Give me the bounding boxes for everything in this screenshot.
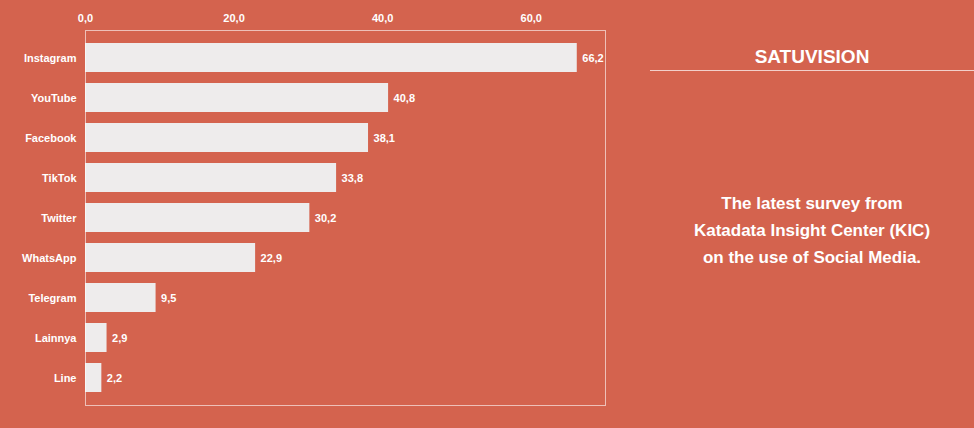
svg-text:40,0: 40,0 — [372, 12, 393, 24]
svg-text:66,2: 66,2 — [582, 52, 603, 64]
svg-text:Telegram: Telegram — [28, 292, 76, 304]
svg-text:Facebook: Facebook — [25, 132, 77, 144]
svg-text:YouTube: YouTube — [31, 92, 76, 104]
svg-text:22,9: 22,9 — [261, 252, 282, 264]
svg-text:9,5: 9,5 — [161, 292, 176, 304]
svg-text:40,8: 40,8 — [394, 92, 415, 104]
svg-text:WhatsApp: WhatsApp — [22, 252, 77, 264]
svg-text:TikTok: TikTok — [42, 172, 77, 184]
svg-text:Twitter: Twitter — [41, 212, 77, 224]
html-text:SATUVISION: SATUVISION — [754, 46, 870, 67]
svg-text:Line: Line — [54, 372, 77, 384]
svg-text:33,8: 33,8 — [342, 172, 363, 184]
svg-text:30,2: 30,2 — [315, 212, 336, 224]
svg-text:20,0: 20,0 — [223, 12, 244, 24]
svg-text:38,1: 38,1 — [374, 132, 395, 144]
html-text:The latest survey from Katadat: The latest survey from Katadata Insight … — [693, 194, 931, 268]
svg-text:2,9: 2,9 — [112, 332, 127, 344]
svg-text:0,0: 0,0 — [78, 12, 93, 24]
svg-text:60,0: 60,0 — [521, 12, 542, 24]
svg-text:Instagram: Instagram — [24, 52, 77, 64]
svg-text:Lainnya: Lainnya — [35, 332, 77, 344]
svg-text:2,2: 2,2 — [107, 372, 122, 384]
